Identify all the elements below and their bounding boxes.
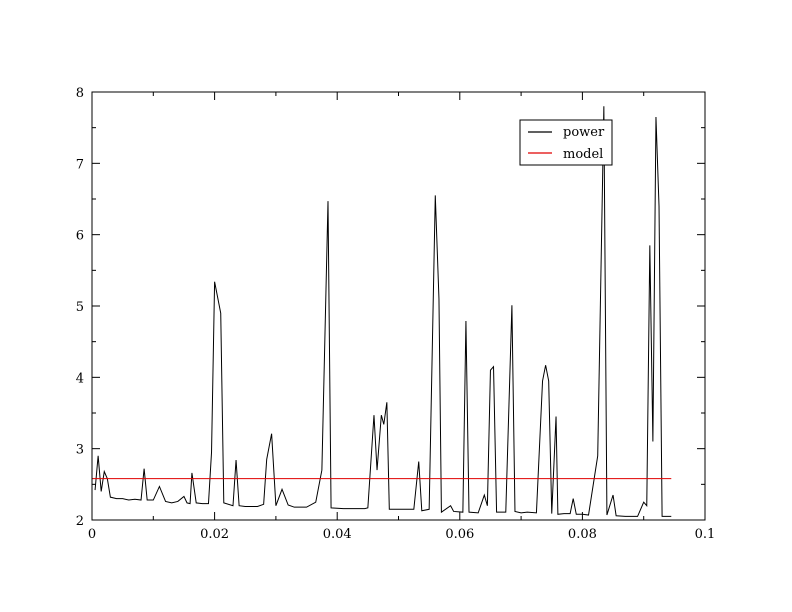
y-axis: 2 3 4 5 6 7 8: [76, 86, 705, 529]
y-tick-label: 6: [76, 229, 84, 244]
y-tick-label: 3: [76, 443, 84, 458]
x-tick-label: 0: [88, 527, 96, 542]
x-tick-label: 0.02: [200, 527, 229, 542]
y-tick-label: 8: [76, 86, 84, 101]
y-tick-label: 5: [76, 300, 84, 315]
y-tick-label: 2: [76, 514, 84, 529]
plot-frame: [91, 91, 706, 521]
x-tick-label: 0.04: [323, 527, 352, 542]
x-axis: 0 0.02 0.04 0.06 0.08 0.1: [88, 92, 715, 542]
legend-label-model: model: [563, 147, 603, 162]
x-tick-label: 0.1: [695, 527, 716, 542]
legend-box: [519, 119, 613, 166]
legend-label-power: power: [563, 125, 605, 140]
y-tick-label: 7: [76, 157, 84, 172]
x-tick-label: 0.06: [445, 527, 474, 542]
x-tick-label: 0.08: [568, 527, 597, 542]
series-line-power: [94, 106, 672, 517]
y-tick-label: 4: [76, 371, 84, 386]
plot-lines: [92, 106, 672, 517]
legend: power model: [519, 119, 613, 166]
